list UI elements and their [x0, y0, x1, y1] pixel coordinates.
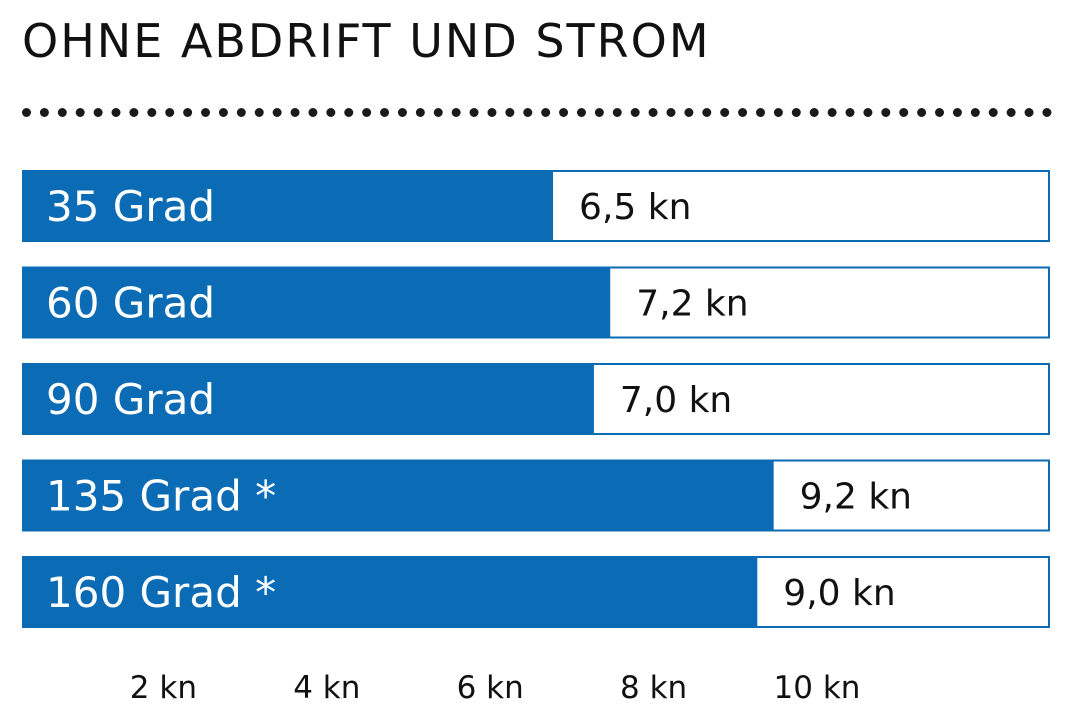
bar-value-label: 6,5 kn [579, 187, 691, 228]
x-tick-label: 2 kn [130, 670, 197, 706]
bar-1 [22, 170, 554, 242]
x-tick-label: 10 kn [774, 670, 861, 706]
bar-value-label: 7,2 kn [636, 284, 748, 325]
bar-2 [22, 266, 611, 339]
bar-value-label: 7,0 kn [620, 380, 732, 421]
bar-4 [22, 459, 774, 532]
bar-category-label: 35 Grad [46, 182, 215, 231]
bar-category-label: 160 Grad * [46, 568, 276, 617]
x-tick-label: 6 kn [457, 670, 524, 706]
bar-value-label: 9,2 kn [800, 477, 912, 518]
x-tick-label: 8 kn [620, 670, 687, 706]
bar-category-label: 90 Grad [46, 375, 215, 424]
bar-value-label: 9,0 kn [783, 573, 895, 614]
chart-title: OHNE ABDRIFT UND STROM [22, 14, 711, 68]
x-tick-label: 4 kn [293, 670, 360, 706]
dotted-divider [22, 108, 1052, 117]
bar-3 [22, 363, 594, 435]
bar-category-label: 135 Grad * [46, 472, 276, 521]
bar-5 [22, 556, 758, 628]
bar-category-label: 60 Grad [46, 279, 215, 328]
